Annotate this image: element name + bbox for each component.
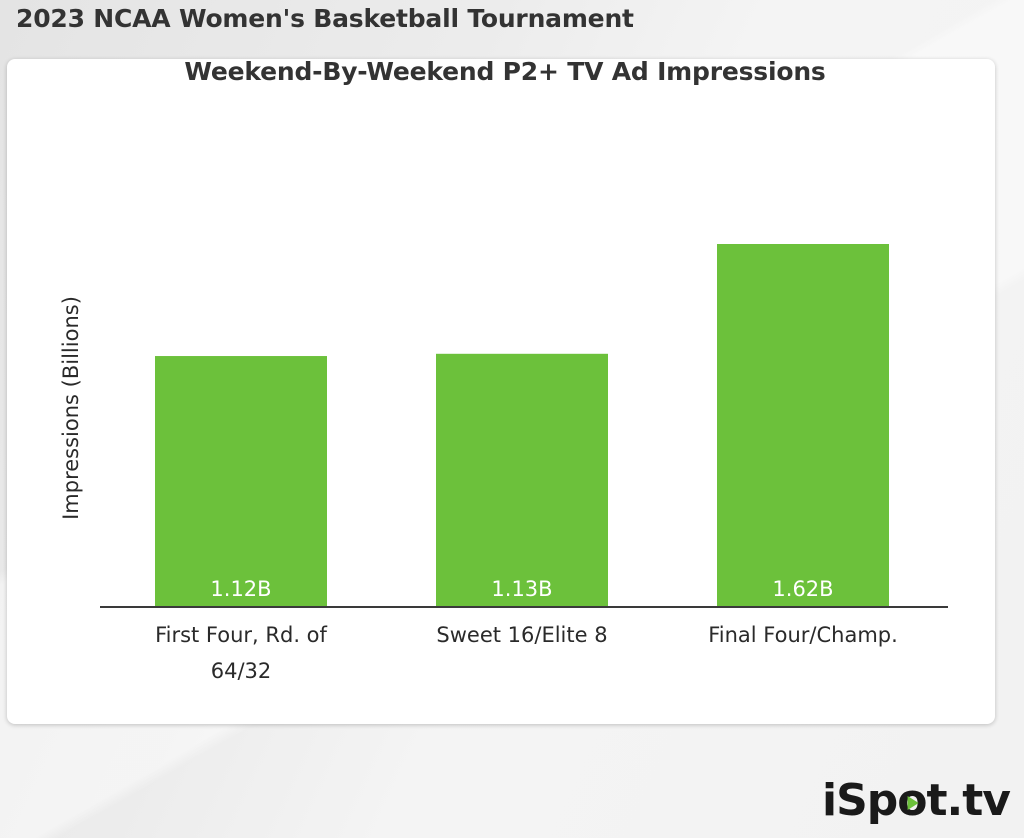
chart-title: Weekend-By-Weekend P2+ TV Ad Impressions — [184, 57, 826, 86]
ispot-logo: iSpo t.tv — [822, 775, 1011, 826]
data-label-2: 1.13B — [491, 577, 552, 601]
data-label-1: 1.12B — [210, 577, 271, 601]
x-tick-label-1: First Four, Rd. of 64/32 — [155, 623, 327, 683]
page-title: 2023 NCAA Women's Basketball Tournament — [16, 4, 634, 33]
bar-2 — [436, 353, 608, 607]
x-tick-label-2: Sweet 16/Elite 8 — [436, 623, 607, 647]
data-label-3: 1.62B — [772, 577, 833, 601]
x-tick-label-3: Final Four/Champ. — [708, 623, 898, 647]
bar-3 — [717, 244, 889, 607]
bar-1 — [155, 356, 327, 607]
play-icon — [907, 796, 919, 811]
